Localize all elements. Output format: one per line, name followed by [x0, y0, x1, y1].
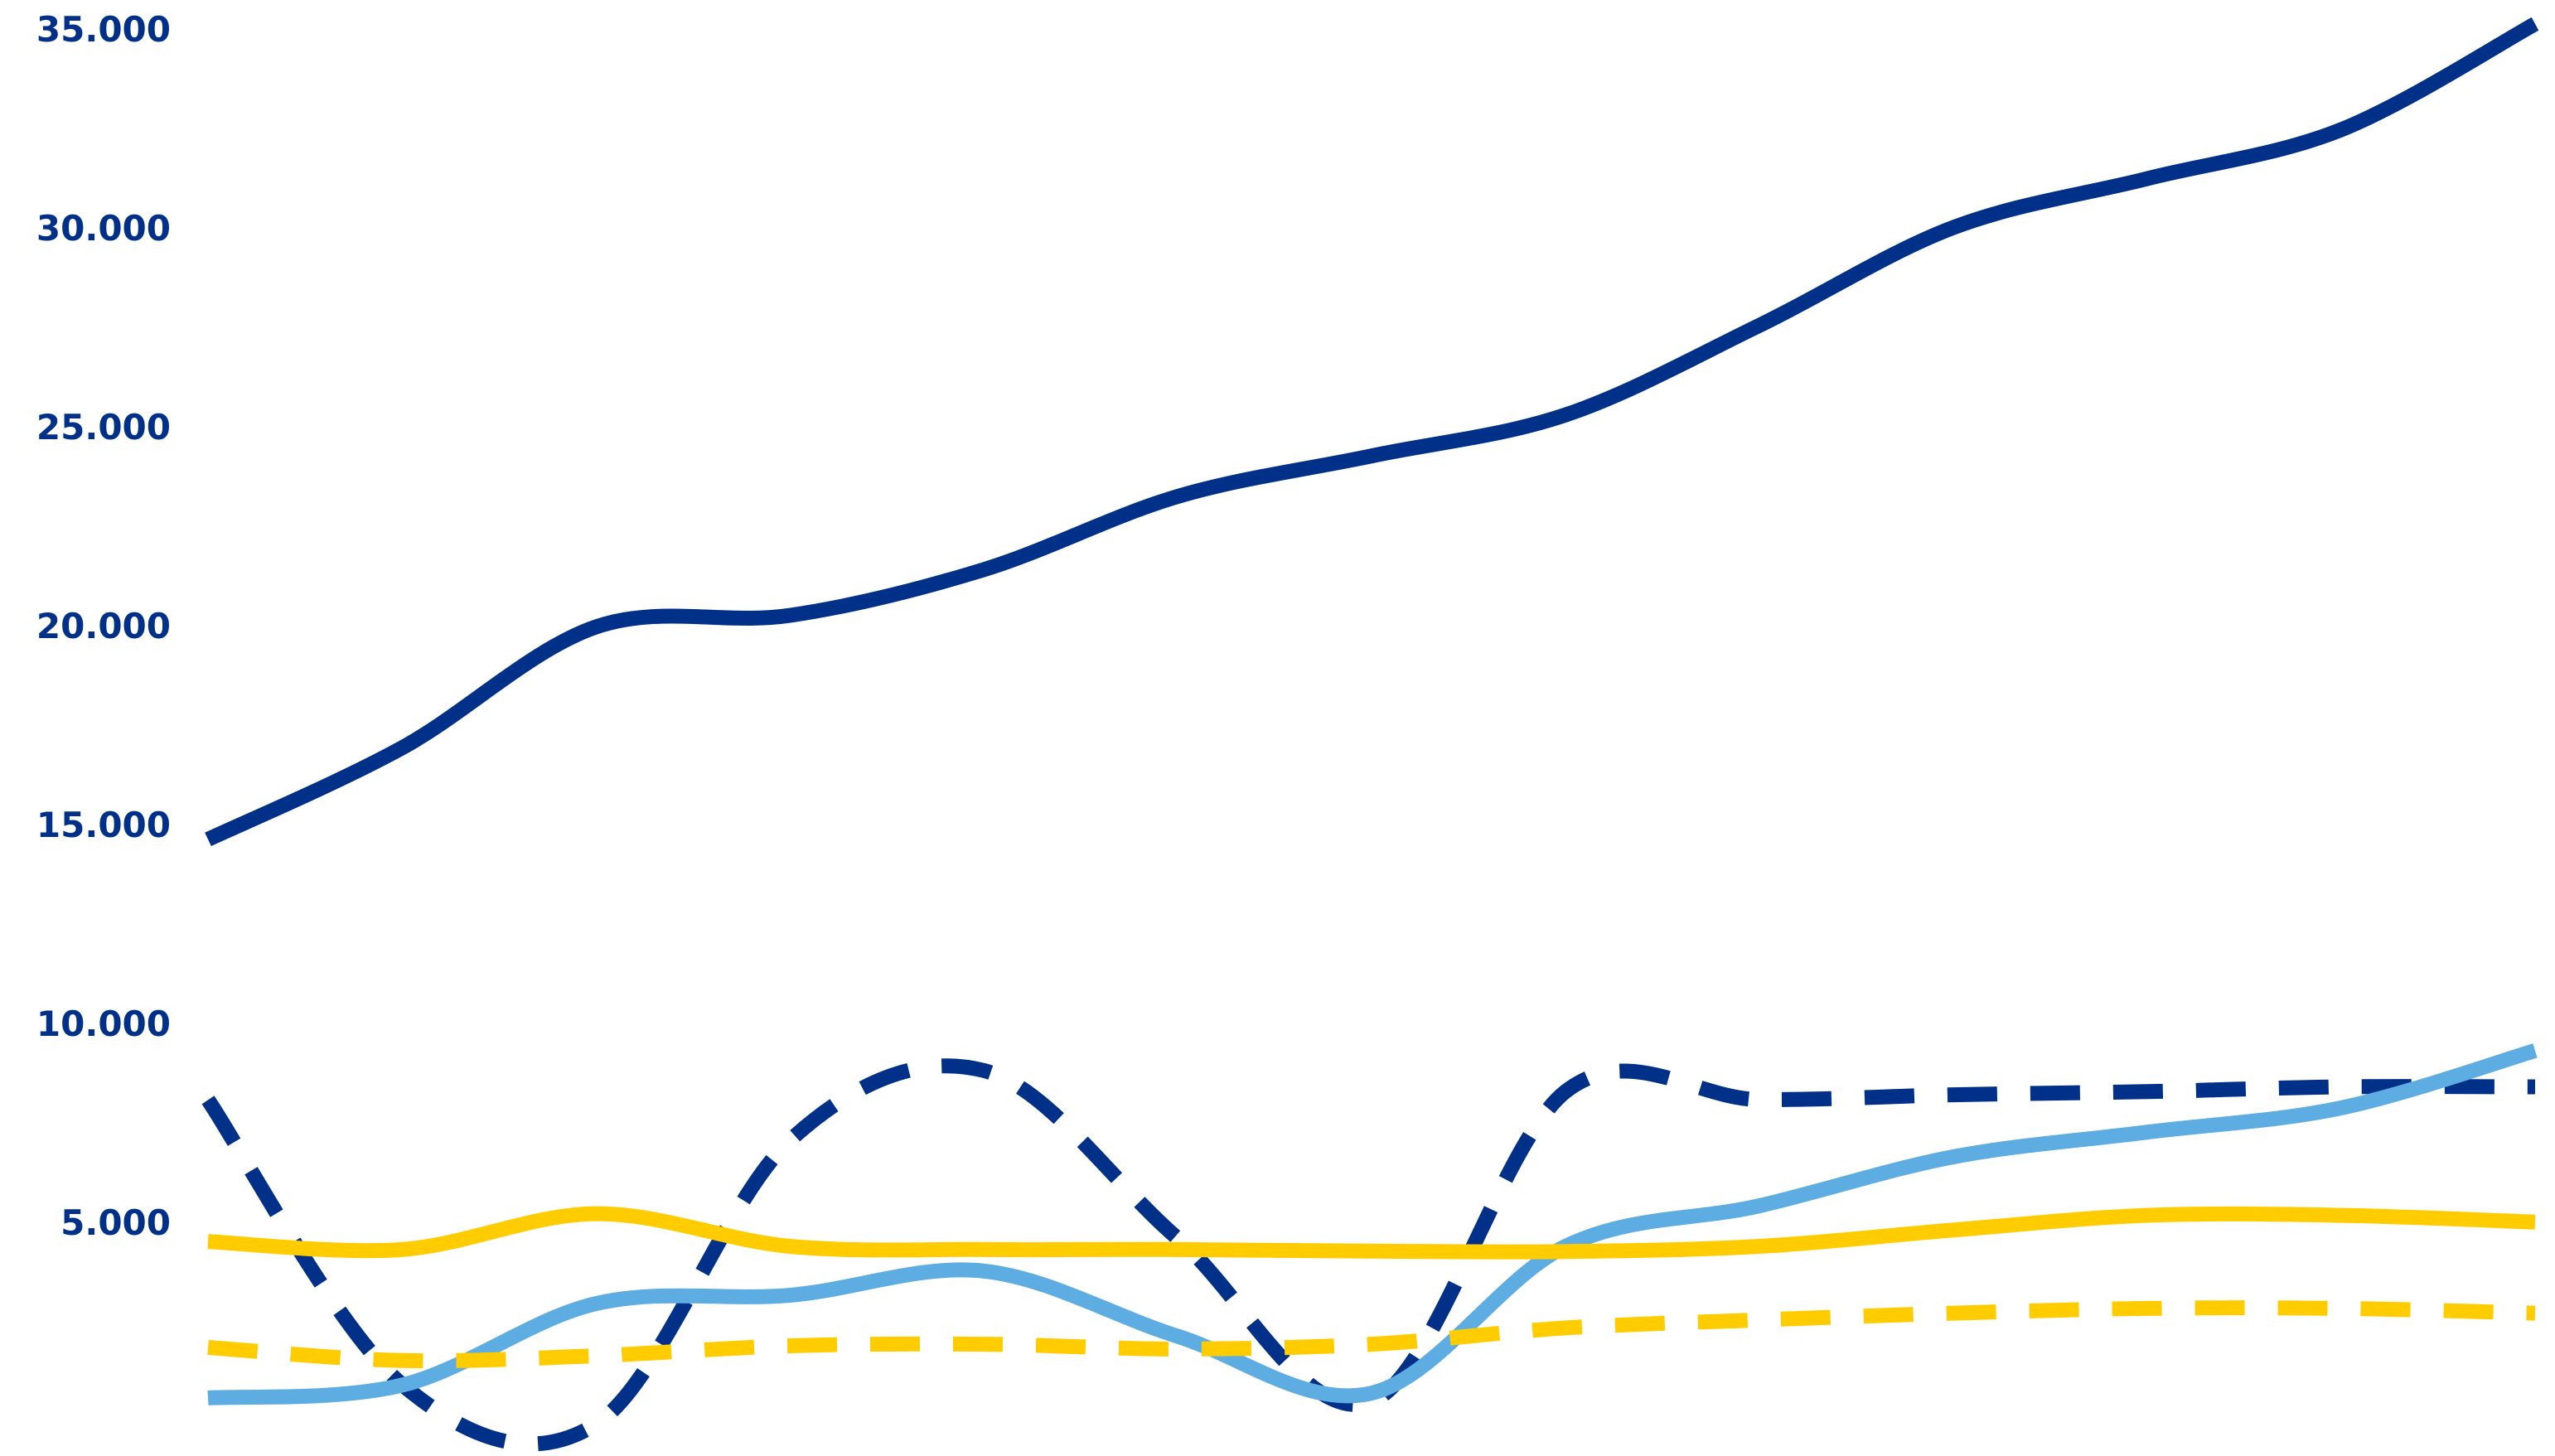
- line-series: [207, 1300, 2536, 1369]
- y-tick-label: 30.000: [36, 208, 171, 249]
- line-series: [205, 17, 2539, 847]
- line-series: [207, 1043, 2538, 1405]
- y-tick-label: 10.000: [36, 1004, 171, 1044]
- y-tick-label: 5.000: [60, 1202, 171, 1243]
- y-tick-label: 35.000: [36, 9, 171, 50]
- y-tick-label: 25.000: [36, 407, 171, 447]
- y-tick-label: 15.000: [36, 805, 171, 845]
- line-series: [207, 1206, 2536, 1260]
- y-tick-label: 20.000: [36, 606, 171, 646]
